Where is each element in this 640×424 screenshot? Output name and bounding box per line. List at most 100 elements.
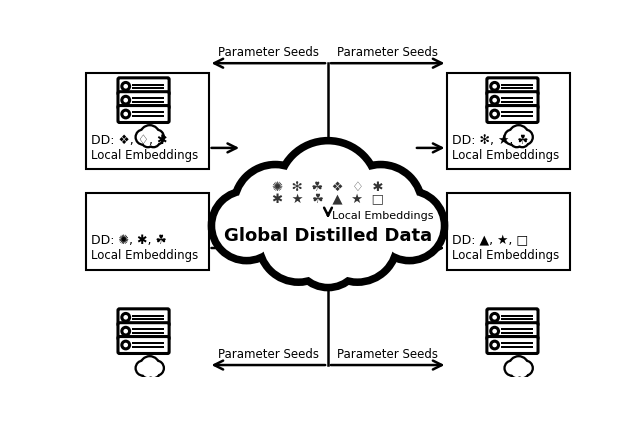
Circle shape [137, 131, 150, 144]
Circle shape [142, 135, 154, 147]
Circle shape [279, 142, 377, 239]
Circle shape [491, 82, 499, 90]
FancyBboxPatch shape [118, 323, 169, 340]
Circle shape [150, 362, 163, 374]
Circle shape [147, 366, 159, 378]
FancyBboxPatch shape [487, 323, 538, 340]
FancyBboxPatch shape [118, 106, 169, 123]
Circle shape [148, 136, 159, 146]
Circle shape [321, 207, 394, 279]
Circle shape [296, 222, 360, 287]
Circle shape [511, 366, 523, 378]
Circle shape [491, 96, 499, 104]
Text: Global Distilled Data: Global Distilled Data [224, 227, 432, 245]
Text: Parameter Seeds: Parameter Seeds [337, 348, 438, 361]
Text: ✱  ★  ☘  ▲  ★  □: ✱ ★ ☘ ▲ ★ □ [272, 193, 384, 206]
Circle shape [518, 361, 532, 375]
Text: DD: ▲, ★, □: DD: ▲, ★, □ [452, 234, 528, 247]
FancyBboxPatch shape [487, 92, 538, 109]
Circle shape [149, 361, 163, 375]
FancyBboxPatch shape [487, 309, 538, 326]
Circle shape [143, 367, 153, 377]
Circle shape [140, 357, 159, 375]
Circle shape [517, 136, 527, 146]
Circle shape [510, 126, 527, 143]
FancyBboxPatch shape [118, 337, 169, 354]
FancyBboxPatch shape [447, 73, 570, 170]
Circle shape [510, 357, 527, 374]
FancyBboxPatch shape [487, 106, 538, 123]
Circle shape [282, 145, 374, 236]
Circle shape [509, 357, 528, 375]
Circle shape [491, 110, 499, 118]
Circle shape [491, 341, 499, 349]
Circle shape [215, 195, 278, 257]
Circle shape [319, 204, 396, 281]
Text: Local Embeddings: Local Embeddings [332, 211, 433, 220]
Circle shape [509, 126, 528, 144]
Circle shape [149, 130, 163, 144]
Circle shape [516, 135, 529, 147]
Circle shape [516, 366, 529, 378]
Circle shape [212, 192, 281, 259]
FancyBboxPatch shape [86, 192, 209, 270]
Circle shape [122, 110, 130, 118]
Circle shape [122, 327, 130, 335]
Circle shape [518, 362, 532, 374]
Circle shape [237, 168, 313, 243]
Circle shape [148, 367, 159, 377]
FancyBboxPatch shape [118, 78, 169, 95]
Circle shape [122, 96, 130, 104]
Text: ✺  ✻  ☘  ❖  ♢  ✱: ✺ ✻ ☘ ❖ ♢ ✱ [272, 181, 384, 194]
Circle shape [511, 135, 523, 147]
FancyBboxPatch shape [118, 92, 169, 109]
Text: Local Embeddings: Local Embeddings [91, 249, 198, 262]
Circle shape [235, 166, 316, 245]
Circle shape [375, 192, 444, 259]
Circle shape [298, 225, 358, 284]
Circle shape [518, 130, 532, 144]
Circle shape [122, 313, 130, 321]
Circle shape [137, 362, 150, 374]
Circle shape [122, 82, 130, 90]
Circle shape [262, 207, 335, 279]
Circle shape [343, 168, 419, 243]
Circle shape [505, 130, 520, 144]
Circle shape [518, 131, 532, 144]
FancyBboxPatch shape [118, 309, 169, 326]
Circle shape [136, 361, 150, 375]
Circle shape [260, 204, 337, 281]
Circle shape [506, 362, 518, 374]
Text: Local Embeddings: Local Embeddings [91, 149, 198, 162]
Circle shape [378, 195, 441, 257]
Text: DD: ❖, ♢, ✱: DD: ❖, ♢, ✱ [91, 134, 167, 147]
Text: Local Embeddings: Local Embeddings [452, 149, 559, 162]
FancyBboxPatch shape [487, 78, 538, 95]
Circle shape [491, 313, 499, 321]
Circle shape [506, 131, 518, 144]
Text: Parameter Seeds: Parameter Seeds [218, 348, 319, 361]
Circle shape [517, 367, 527, 377]
Text: Parameter Seeds: Parameter Seeds [337, 46, 438, 59]
Circle shape [136, 130, 150, 144]
FancyBboxPatch shape [487, 337, 538, 354]
Circle shape [142, 366, 154, 378]
Circle shape [511, 367, 522, 377]
Circle shape [147, 135, 159, 147]
Text: Parameter Seeds: Parameter Seeds [218, 46, 319, 59]
Circle shape [505, 361, 520, 375]
FancyBboxPatch shape [86, 73, 209, 170]
Circle shape [141, 357, 158, 374]
Circle shape [340, 166, 421, 245]
Circle shape [140, 126, 159, 144]
Circle shape [141, 126, 158, 143]
Circle shape [122, 341, 130, 349]
Text: DD: ✺, ✱, ☘: DD: ✺, ✱, ☘ [91, 234, 166, 247]
Circle shape [491, 327, 499, 335]
Text: DD: ✻, ★, ☘: DD: ✻, ★, ☘ [452, 134, 529, 147]
Text: Local Embeddings: Local Embeddings [452, 249, 559, 262]
Circle shape [143, 136, 153, 146]
Circle shape [511, 136, 522, 146]
Circle shape [150, 131, 163, 144]
FancyBboxPatch shape [447, 192, 570, 270]
